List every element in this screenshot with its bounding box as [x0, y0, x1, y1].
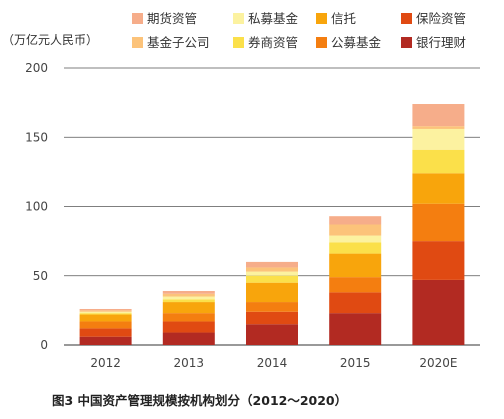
bar-segment [162, 290, 215, 294]
bar-segment [412, 279, 465, 345]
legend-swatch [401, 13, 412, 24]
bar-segment [246, 271, 298, 276]
bar-segment [79, 310, 132, 312]
bar-stack [79, 308, 132, 345]
bar-segment [162, 321, 215, 333]
bar-segment [246, 267, 298, 272]
bar-segment [162, 302, 215, 314]
bar-segment [246, 311, 298, 325]
x-tick-label: 2013 [174, 356, 205, 370]
bar-segment [329, 224, 382, 236]
y-tick-label: 50 [33, 269, 48, 283]
legend-swatch [132, 37, 143, 48]
bar-segment [246, 275, 298, 283]
bar-segment [329, 292, 382, 314]
legend-swatch [316, 13, 327, 24]
legend-swatch [132, 13, 143, 24]
legend-label: 期货资管 [147, 11, 197, 26]
legend-label: 银行理财 [416, 35, 466, 50]
legend-item: 期货资管 [132, 11, 197, 26]
bar-segment [246, 261, 298, 268]
bar-segment [246, 282, 298, 303]
bar-segment [162, 296, 215, 300]
bar-segment [162, 293, 215, 297]
legend-swatch [233, 37, 244, 48]
bar-segment [412, 149, 465, 174]
bar-segment [246, 324, 298, 345]
legend-label: 保险资管 [416, 11, 466, 26]
legend-swatch [401, 37, 412, 48]
ticks: 0 50 100 150 200 2012 2013 2014 2015 2020E [25, 61, 457, 370]
legend-swatch [316, 37, 327, 48]
legend-label: 私募基金 [248, 11, 299, 26]
bar-segment [329, 277, 382, 293]
x-tick-label: 2014 [257, 356, 288, 370]
bar-segment [162, 332, 215, 345]
y-tick-label: 100 [25, 200, 48, 214]
bar-segment [79, 314, 132, 322]
legend-item: 保险资管 [401, 11, 466, 26]
legend-item: 银行理财 [401, 35, 466, 50]
bar-segment [246, 302, 298, 312]
y-tick-label: 200 [25, 61, 48, 75]
y-tick-label: 0 [40, 338, 48, 352]
bar-segment [79, 321, 132, 329]
bar-segment [412, 104, 465, 127]
legend-item: 信托 [316, 11, 356, 26]
x-tick-label: 2020E [419, 356, 457, 370]
bar-segment [79, 311, 132, 314]
legend-item: 私募基金 [233, 11, 299, 26]
bar-segment [79, 308, 132, 311]
bars [79, 104, 465, 345]
bar-stack [329, 216, 382, 345]
bar-stack [162, 290, 215, 345]
x-tick-label: 2012 [90, 356, 121, 370]
bar-segment [329, 235, 382, 243]
legend-label: 基金子公司 [147, 35, 210, 50]
legend-item: 公募基金 [316, 35, 382, 50]
legend-swatch [233, 13, 244, 24]
bar-segment [162, 299, 215, 303]
legend-item: 券商资管 [233, 35, 298, 50]
bar-segment [329, 253, 382, 278]
legend-label: 信托 [331, 11, 356, 26]
bar-segment [412, 173, 465, 204]
x-tick-label: 2015 [340, 356, 371, 370]
y-tick-label: 150 [25, 130, 48, 144]
legend-label: 券商资管 [248, 35, 298, 50]
bar-segment [412, 203, 465, 242]
bar-segment [412, 241, 465, 280]
bar-stack [246, 261, 298, 345]
bar-segment [329, 216, 382, 225]
y-axis-unit-label: （万亿元人民币） [2, 32, 98, 47]
bar-segment [412, 128, 465, 150]
bar-segment [79, 328, 132, 337]
figure-caption: 图3 中国资产管理规模按机构划分（2012～2020） [52, 393, 347, 408]
bar-segment [79, 336, 132, 345]
bar-segment [412, 126, 465, 129]
legend-item: 基金子公司 [132, 35, 210, 50]
bar-segment [79, 313, 132, 315]
legend-label: 公募基金 [331, 35, 382, 50]
bar-segment [329, 242, 382, 254]
bar-segment [162, 313, 215, 322]
bar-stack [412, 104, 465, 345]
bar-segment [329, 313, 382, 345]
